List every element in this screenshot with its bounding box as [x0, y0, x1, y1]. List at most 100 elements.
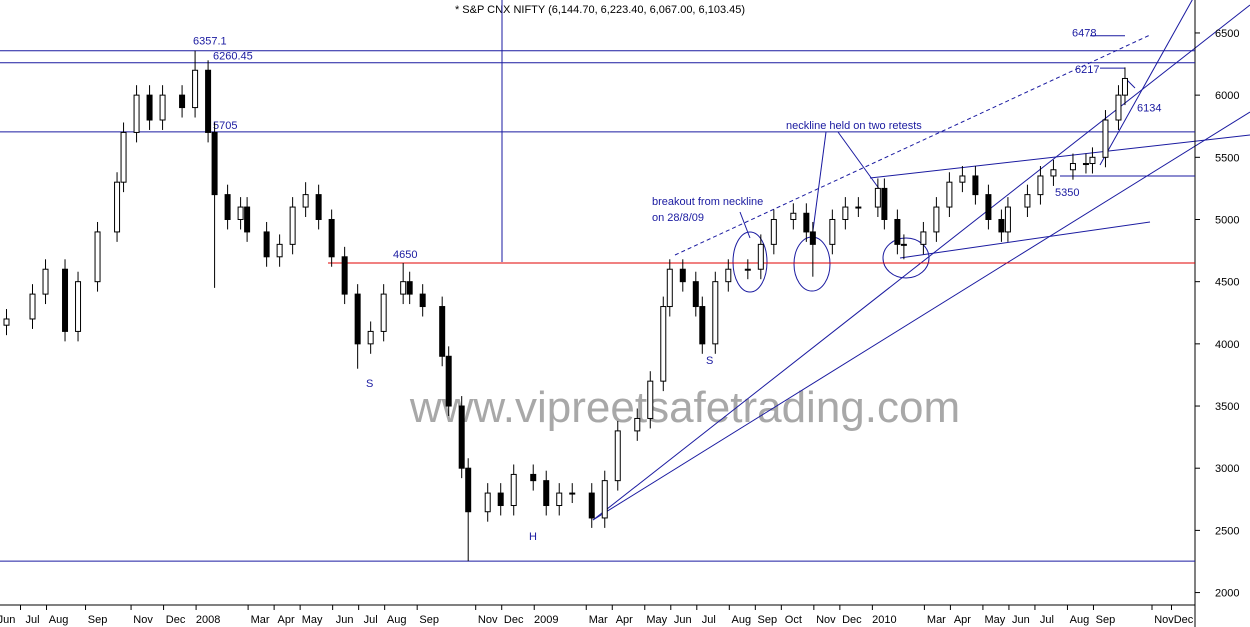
candle-body: [75, 281, 82, 332]
candle-body: [803, 212, 810, 233]
candle-body: [1115, 94, 1122, 121]
y-tick-label: 3500: [1215, 401, 1239, 413]
chart-title: * S&P CNX NIFTY (6,144.70, 6,223.40, 6,0…: [455, 4, 745, 16]
candle-body: [146, 94, 153, 121]
pointer: [837, 131, 881, 191]
pointer: [811, 131, 827, 239]
candle-body: [790, 212, 797, 220]
x-tick-label: Dec: [166, 614, 186, 626]
pattern-label: H: [529, 531, 537, 543]
candle-body: [679, 268, 686, 283]
last-close-label: 6134: [1137, 102, 1161, 114]
candle-body: [692, 281, 699, 308]
candle-body: [894, 218, 901, 245]
x-tick-label: Jun: [0, 614, 15, 626]
circle-marker: [882, 237, 930, 279]
x-tick-label: Sep: [419, 614, 439, 626]
trend-line: [592, 111, 1250, 521]
x-tick-label: Jul: [364, 614, 378, 626]
candle-body: [920, 231, 927, 245]
candle-body: [829, 218, 836, 245]
x-tick-label: Sep: [758, 614, 778, 626]
annotation: on 28/8/09: [652, 212, 704, 224]
trend-line: [899, 221, 1151, 259]
candle-body: [634, 417, 641, 432]
pointer: [739, 211, 751, 239]
candle-body: [497, 492, 504, 507]
watermark: www.vipreetsafetrading.com: [409, 383, 960, 432]
candle-body: [367, 330, 374, 345]
candle-body: [699, 306, 706, 345]
x-tick-label: 2009: [534, 614, 558, 626]
candle-body: [757, 243, 764, 270]
trend-line: [592, 4, 1250, 521]
trend-line: [869, 134, 1250, 179]
candle-body: [874, 187, 881, 208]
candle-body: [62, 268, 69, 332]
annotation: neckline held on two retests: [786, 120, 922, 132]
pattern-label: S: [706, 355, 713, 367]
candle-body: [484, 492, 491, 513]
candle-body: [809, 231, 816, 245]
candle-body: [543, 480, 550, 507]
x-tick-label: Mar: [251, 614, 270, 626]
candle-body: [569, 492, 576, 495]
circle-marker: [793, 236, 831, 292]
candle-body: [1024, 194, 1031, 208]
x-tick-label: Nov: [816, 614, 836, 626]
level-label: 6217: [1075, 64, 1099, 76]
x-tick-label: Jun: [674, 614, 692, 626]
level-label: 6478: [1072, 28, 1096, 40]
y-tick-label: 2000: [1215, 588, 1239, 600]
level-label: 6260.45: [213, 51, 253, 63]
annotation: breakout from neckline: [652, 196, 763, 208]
candle-body: [1089, 156, 1096, 165]
x-tick-label: Mar: [589, 614, 608, 626]
candle-body: [855, 206, 862, 209]
x-tick-label: Oct: [785, 614, 802, 626]
candle-body: [380, 293, 387, 332]
pattern-label: S: [366, 378, 373, 390]
candle-body: [114, 181, 121, 233]
x-tick-label: Jul: [25, 614, 39, 626]
level-label: 6357.1: [193, 36, 227, 48]
circle-marker: [732, 231, 768, 293]
candle-body: [439, 306, 446, 357]
candle-body: [244, 206, 251, 233]
dashed-trend-line: [674, 34, 1151, 256]
candle-body: [1082, 163, 1089, 166]
candle-body: [972, 175, 979, 196]
candle-body: [445, 355, 452, 407]
candle-body: [42, 268, 49, 295]
candle-body: [842, 206, 849, 220]
candle-body: [211, 131, 218, 196]
candle-body: [556, 492, 563, 507]
candle-body: [530, 473, 537, 482]
y-tick-label: 6500: [1215, 28, 1239, 40]
candle-body: [985, 194, 992, 220]
candle-body: [1037, 175, 1044, 196]
candle-body: [881, 187, 888, 220]
candle-body: [192, 69, 199, 109]
candle-body: [647, 380, 654, 419]
candle-body: [276, 243, 283, 258]
x-tick-label: Aug: [49, 614, 69, 626]
x-tick-label: Nov: [1154, 614, 1174, 626]
y-tick-label: 5500: [1215, 152, 1239, 164]
candle-body: [614, 430, 621, 482]
candle-body: [998, 218, 1005, 233]
x-tick-label: Dec: [1174, 614, 1194, 626]
y-tick-label: 6000: [1215, 90, 1239, 102]
candle-body: [900, 243, 907, 246]
candle-body: [315, 194, 322, 220]
candle-body: [179, 94, 186, 109]
candle-body: [946, 181, 953, 208]
candle-body: [510, 473, 517, 507]
x-tick-label: Jul: [702, 614, 716, 626]
candle-body: [770, 218, 777, 245]
candle-body: [224, 194, 231, 220]
candle-body: [302, 194, 309, 208]
candle-body: [933, 206, 940, 233]
